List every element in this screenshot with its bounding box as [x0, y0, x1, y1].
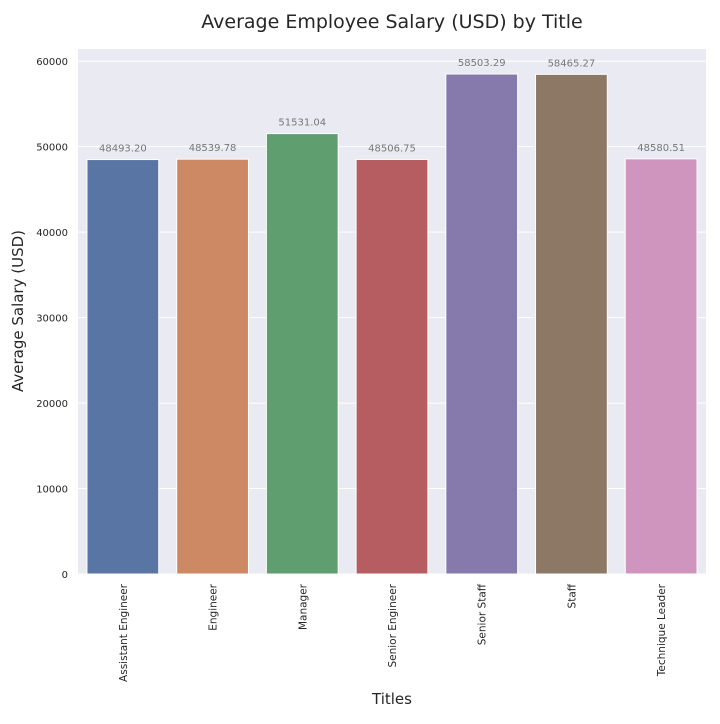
x-tick-label: Technique Leader — [656, 583, 668, 677]
x-tick-label: Manager — [297, 583, 309, 630]
chart-title: Average Employee Salary (USD) by Title — [201, 11, 582, 33]
bar-value-label: 51531.04 — [278, 118, 326, 129]
x-tick-label: Staff — [566, 583, 578, 608]
y-tick-label: 10000 — [36, 485, 68, 496]
bar-value-label: 58503.29 — [458, 58, 506, 69]
x-axis-label: Titles — [371, 690, 412, 708]
bars — [86, 73, 698, 575]
y-tick-labels: 0 10000 20000 30000 40000 50000 60000 — [36, 57, 68, 581]
y-tick-label: 0 — [62, 570, 68, 581]
y-tick-label: 50000 — [36, 143, 68, 154]
y-tick-label: 20000 — [36, 399, 68, 410]
bar — [176, 158, 249, 575]
bar — [355, 158, 429, 575]
y-tick-label: 60000 — [36, 57, 68, 68]
bar-value-label: 48493.20 — [99, 144, 147, 155]
data-labels: 48493.20 48539.78 51531.04 48506.75 58503.29… — [99, 58, 685, 155]
x-tick-label: Engineer — [208, 583, 220, 630]
bar — [535, 73, 608, 575]
y-tick-label: 40000 — [36, 228, 68, 239]
bar — [445, 73, 519, 575]
bar — [265, 133, 339, 575]
bar — [624, 158, 698, 575]
x-tick-labels: Assistant Engineer Engineer Manager Senior … — [118, 583, 668, 682]
x-tick-label: Senior Staff — [477, 583, 489, 645]
bar — [86, 159, 160, 575]
x-tick-label: Senior Engineer — [387, 583, 399, 667]
x-tick-label: Assistant Engineer — [118, 583, 130, 682]
bar-value-label: 48539.78 — [189, 143, 237, 154]
bar-value-label: 48506.75 — [368, 143, 416, 154]
bar-value-label: 58465.27 — [548, 58, 596, 69]
bar-value-label: 48580.51 — [637, 143, 685, 154]
y-axis-label: Average Salary (USD) — [9, 230, 27, 392]
y-tick-label: 30000 — [36, 314, 68, 325]
